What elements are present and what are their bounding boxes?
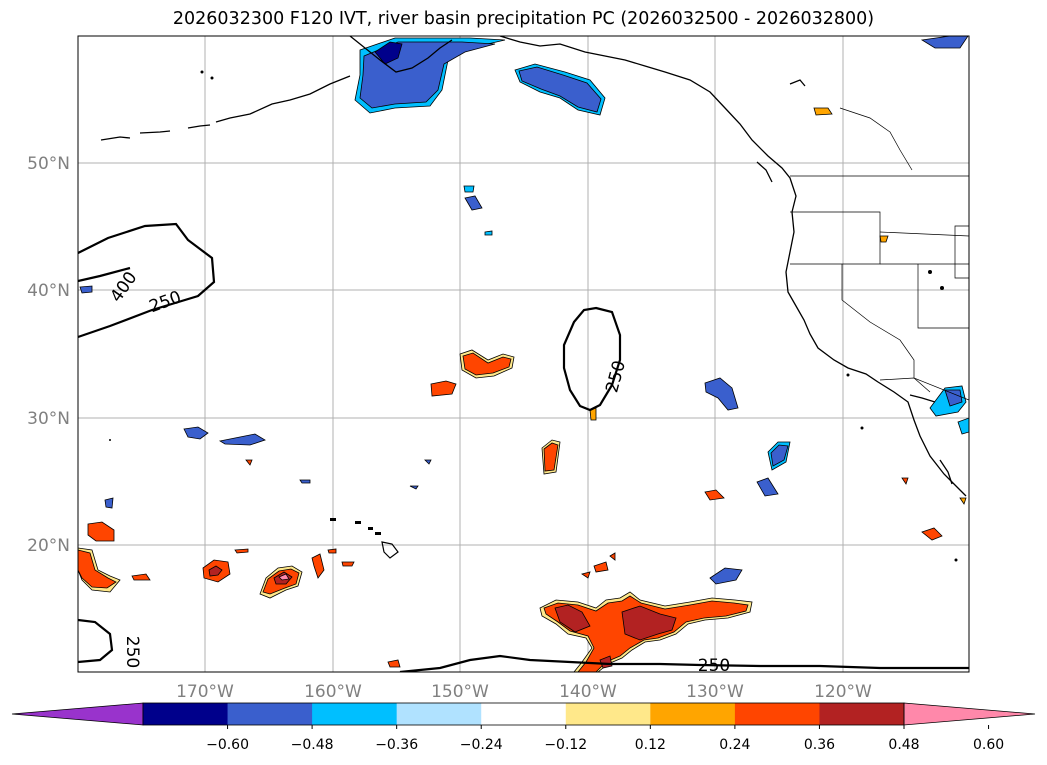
colorbar-tick-label: 0.24 (719, 737, 750, 753)
colorbar-tick-label: 0.60 (973, 737, 1004, 753)
colorbar-tick-label: 0.12 (635, 737, 666, 753)
colorbar-segments (143, 703, 905, 725)
lon-label: 160°W (304, 682, 362, 702)
colorbar-tick-label: −0.24 (460, 737, 503, 753)
colorbar-frame (142, 702, 905, 726)
colorbar-right-extension (903, 702, 1036, 726)
colorbar-left-extension (11, 702, 144, 726)
colorbar-segment (396, 703, 482, 725)
colorbar-tick-label: −0.60 (206, 737, 249, 753)
lon-label: 150°W (431, 682, 489, 702)
colorbar-segment (734, 703, 820, 725)
positive-anomaly-regions (78, 107, 967, 672)
ivt-label-250-south: 250 (698, 656, 730, 676)
lat-label: 20°N (27, 536, 70, 556)
colorbar-tick-label: −0.36 (375, 737, 418, 753)
colorbar-tick-label: −0.12 (544, 737, 587, 753)
map-title: 2026032300 F120 IVT, river basin precipi… (172, 9, 875, 29)
ivt-contour-labels: 400 250 250 250 250 (106, 268, 730, 676)
lon-label: 130°W (686, 682, 744, 702)
colorbar: −0.60 −0.48 −0.36 −0.24 −0.12 0.12 0.24 0.36 0.4… (11, 702, 1036, 753)
colorbar-segment (312, 703, 398, 725)
lon-label: 170°W (176, 682, 234, 702)
colorbar-segment (650, 703, 736, 725)
colorbar-ticks: −0.60 −0.48 −0.36 −0.24 −0.12 0.12 0.24 0.36 0.4… (206, 725, 1004, 753)
map-frame (77, 35, 970, 673)
colorbar-segment (565, 703, 651, 725)
ivt-contours (78, 222, 969, 672)
lon-label: 140°W (559, 682, 617, 702)
colorbar-segment (227, 703, 313, 725)
lat-label: 30°N (27, 409, 70, 429)
colorbar-segment (481, 703, 567, 725)
latitude-labels: 50°N 40°N 30°N 20°N (27, 154, 70, 556)
ivt-label-250-southwest: 250 (122, 636, 142, 668)
colorbar-segment (819, 703, 905, 725)
state-borders (790, 107, 969, 401)
lat-label: 50°N (27, 154, 70, 174)
coastlines (100, 36, 967, 497)
colorbar-tick-label: 0.48 (888, 737, 919, 753)
colorbar-segment (143, 703, 229, 725)
colorbar-tick-label: 0.36 (804, 737, 835, 753)
longitude-labels: 170°W 160°W 150°W 140°W 130°W 120°W (176, 682, 872, 702)
hawaiian-islands (109, 70, 958, 562)
negative-anomaly-regions (79, 36, 969, 585)
lon-label: 120°W (814, 682, 872, 702)
colorbar-tick-label: −0.48 (291, 737, 334, 753)
lat-label: 40°N (27, 281, 70, 301)
